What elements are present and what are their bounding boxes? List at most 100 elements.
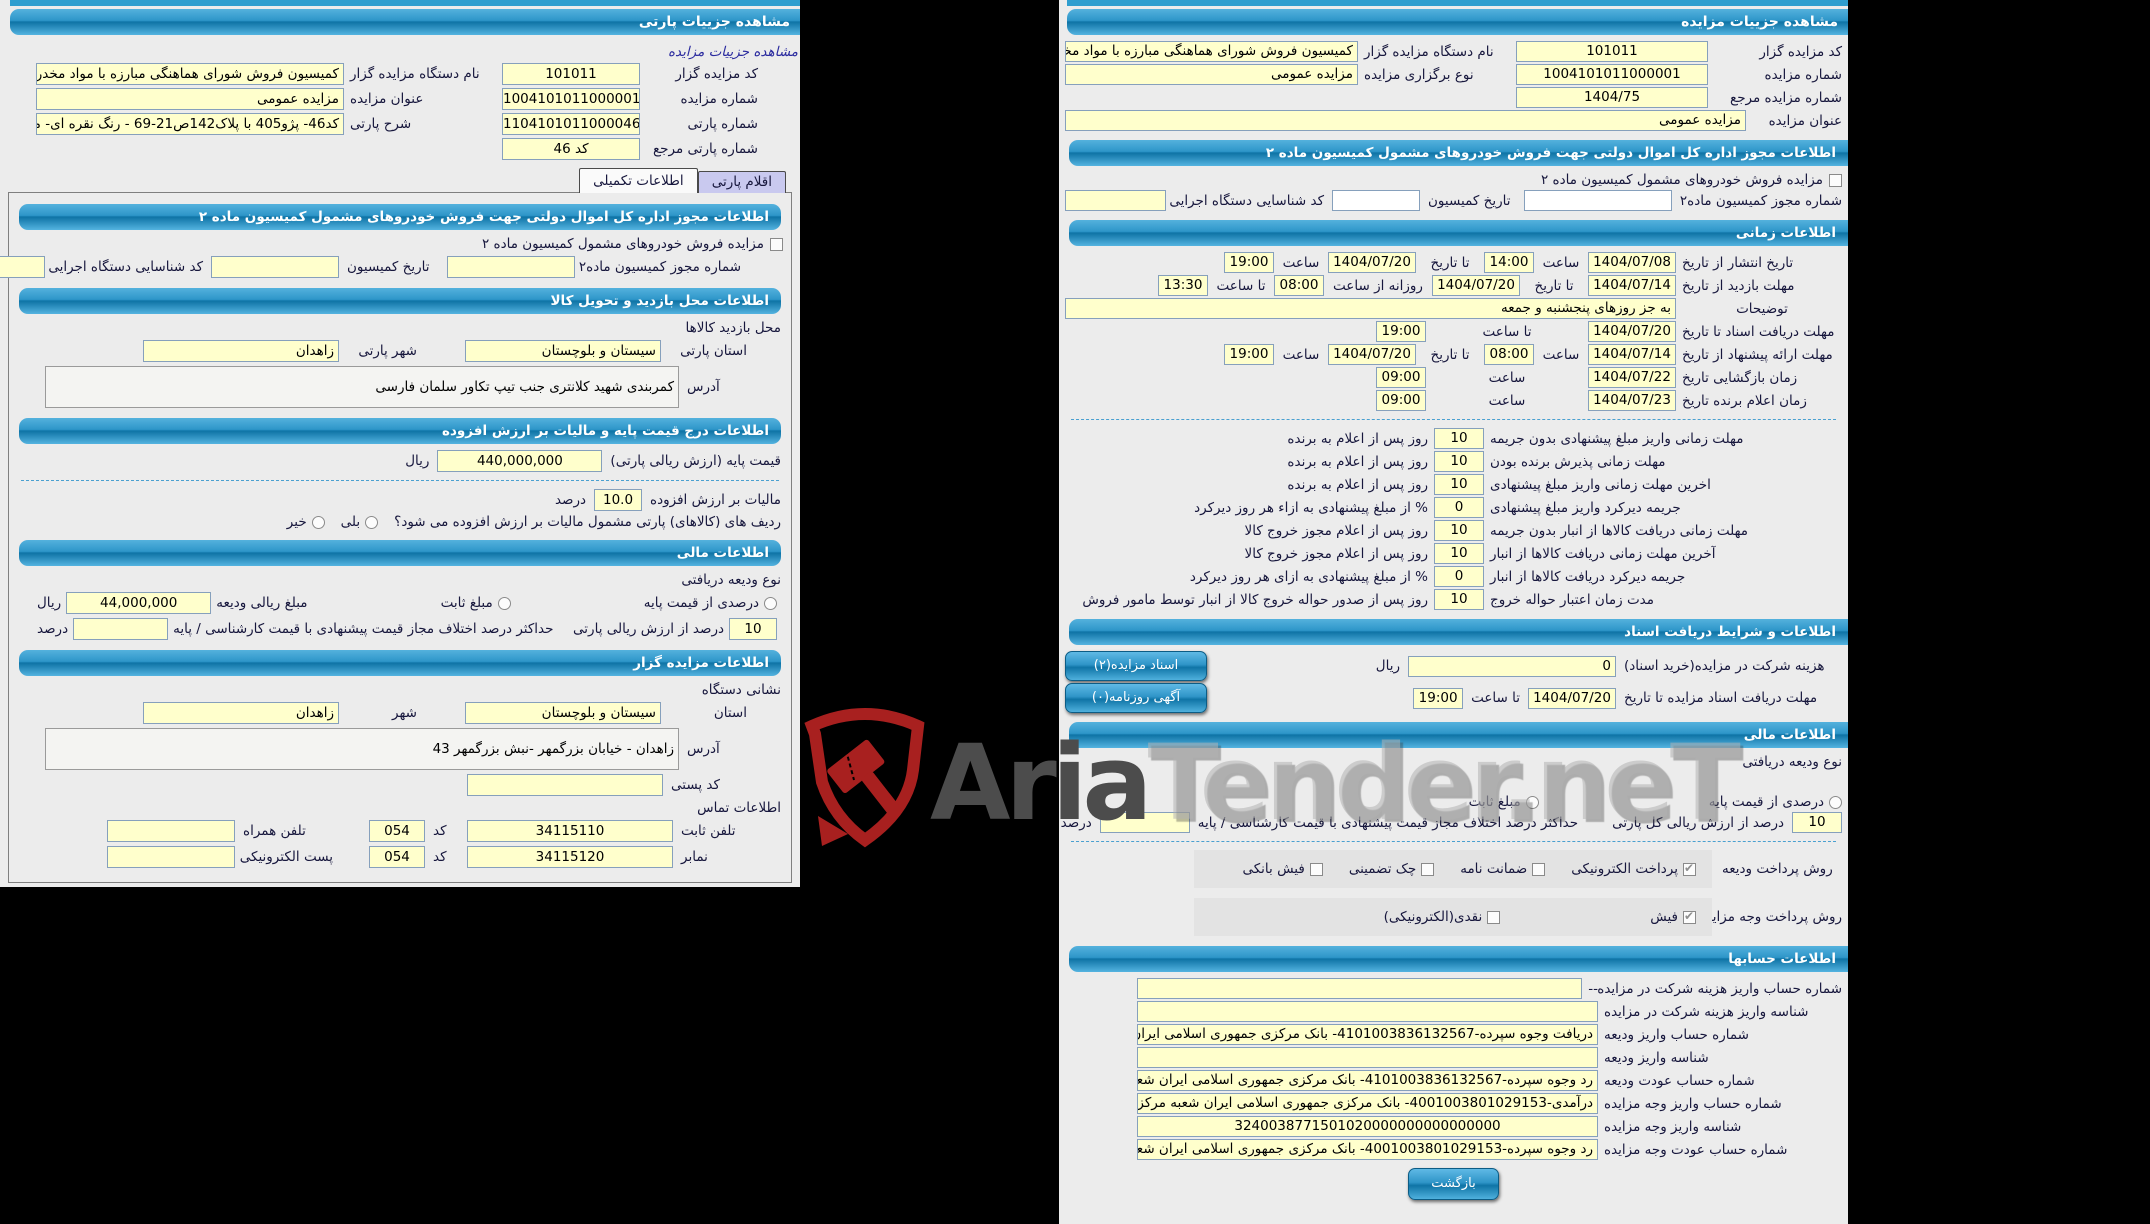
electronic-payment-checkbox[interactable] xyxy=(1683,861,1696,876)
publish-to-date[interactable]: 1404/07/20 xyxy=(1328,252,1416,273)
auction-no-field[interactable]: 1004101011000001 xyxy=(1516,64,1708,85)
party-no-field[interactable]: 1104101011000046 xyxy=(502,113,640,135)
deposit-pct-radio[interactable] xyxy=(764,596,777,610)
winner-time[interactable]: 09:00 xyxy=(1376,390,1426,411)
notes-field[interactable]: به جز روزهای پنجشنبه و جمعه xyxy=(1065,298,1676,319)
account-field[interactable]: درآمدی-4001003801029153- بانک مرکزی جمهو… xyxy=(1137,1093,1598,1114)
guarantee-letter-checkbox[interactable] xyxy=(1532,862,1546,876)
commission-date-field[interactable] xyxy=(1332,190,1420,211)
account-field[interactable]: رد وجوه سپرده-4101003836132567- بانک مرک… xyxy=(1137,1070,1598,1091)
base-price-field[interactable]: 440,000,000 xyxy=(437,450,603,472)
publish-to-time[interactable]: 19:00 xyxy=(1224,252,1274,273)
auction-title-field[interactable]: مزایده عمومی xyxy=(36,88,344,110)
org-address-field[interactable]: زاهدان - خیابان بزرگمهر -نبش بزرگمهر 43 xyxy=(45,728,679,770)
slip-checkbox[interactable] xyxy=(1683,909,1696,924)
deposit-fixed-label: مبلغ ثابت xyxy=(1468,794,1521,810)
fax-field[interactable]: 34115120 xyxy=(467,846,673,868)
exec-id-field[interactable] xyxy=(0,256,45,278)
visit-to-time[interactable]: 13:30 xyxy=(1158,275,1208,296)
bidder-code-field[interactable]: 101011 xyxy=(1516,41,1708,62)
auction-ref-field[interactable]: 1404/75 xyxy=(1516,87,1708,108)
visit-to-date[interactable]: 1404/07/20 xyxy=(1432,275,1520,296)
tab-party-items[interactable]: اقلام پارتی xyxy=(697,171,786,193)
winner-date[interactable]: 1404/07/23 xyxy=(1588,390,1676,411)
max-diff-field[interactable] xyxy=(73,618,169,640)
cash-electronic-checkbox[interactable] xyxy=(1487,910,1501,924)
account-field[interactable]: رد وجوه سپرده-4001003801029153- بانک مرک… xyxy=(1137,1139,1598,1160)
org-city-field[interactable]: زاهدان xyxy=(143,702,339,724)
email-field[interactable] xyxy=(107,846,235,868)
org-name-field[interactable]: کمیسیون فروش شورای هماهنگی مبارزه با موا… xyxy=(1065,41,1358,62)
deadline-value[interactable]: 10 xyxy=(1434,543,1484,564)
deposit-fixed-radio[interactable] xyxy=(497,596,511,610)
docs-deadline-time[interactable]: 19:00 xyxy=(1376,321,1426,342)
offer-to-date[interactable]: 1404/07/20 xyxy=(1328,344,1416,365)
account-field[interactable]: 3240038771501020000000000000000 xyxy=(1137,1116,1598,1137)
docs-deadline-date[interactable]: 1404/07/20 xyxy=(1588,321,1676,342)
phone-field[interactable]: 34115110 xyxy=(467,820,673,842)
account-field[interactable] xyxy=(1137,978,1583,999)
visit-address-field[interactable]: کمربندی شهید کلانتری جنب تیپ تکاور سلمان… xyxy=(45,366,679,408)
party-ref-field[interactable]: کد 46 xyxy=(502,138,640,160)
visit-from-time[interactable]: 08:00 xyxy=(1274,275,1324,296)
offer-to-time[interactable]: 19:00 xyxy=(1224,344,1274,365)
phone-code-field[interactable]: 054 xyxy=(369,820,425,842)
fax-code-field[interactable]: 054 xyxy=(369,846,425,868)
deadline-value[interactable]: 10 xyxy=(1434,474,1484,495)
account-field[interactable] xyxy=(1137,1047,1598,1068)
publish-from-date[interactable]: 1404/07/08 xyxy=(1588,252,1676,273)
org-name-field[interactable]: کمیسیون فروش شورای هماهنگی مبارزه با موا… xyxy=(36,63,344,85)
deadline-value[interactable]: 10 xyxy=(1434,589,1484,610)
publish-from-time[interactable]: 14:00 xyxy=(1484,252,1534,273)
docs-until-time[interactable]: 19:00 xyxy=(1413,687,1464,709)
article2-checkbox[interactable] xyxy=(770,237,783,251)
vat-yes-radio[interactable] xyxy=(365,515,379,529)
org-province-field[interactable]: سیستان و بلوچستان xyxy=(465,702,661,724)
tab-additional-info[interactable]: اطلاعات تکمیلی xyxy=(579,168,698,193)
deadline-value[interactable]: 10 xyxy=(1434,428,1484,449)
auction-no-field[interactable]: 1004101011000001 xyxy=(502,88,640,110)
permit-no-field[interactable] xyxy=(447,256,575,278)
deadline-value[interactable]: 10 xyxy=(1434,520,1484,541)
deposit-percent-field[interactable]: 10 xyxy=(729,618,777,640)
vat-field[interactable]: 10.0 xyxy=(594,489,643,511)
offer-from-date[interactable]: 1404/07/14 xyxy=(1588,344,1676,365)
deadline-value[interactable]: 0 xyxy=(1434,497,1484,518)
party-desc-field[interactable]: کد46- پژو405 با پلاک142ص21-69 - رنگ نقره… xyxy=(36,113,344,135)
permit-no-field[interactable] xyxy=(1524,190,1672,211)
opening-date[interactable]: 1404/07/22 xyxy=(1588,367,1676,388)
max-diff-field[interactable] xyxy=(1099,812,1190,833)
party-province-field[interactable]: سیستان و بلوچستان xyxy=(465,340,661,362)
deadline-value[interactable]: 10 xyxy=(1434,451,1484,472)
auction-documents-button[interactable]: اسناد مزایده(۲) xyxy=(1065,651,1207,681)
deposit-percent-field[interactable]: 10 xyxy=(1792,812,1842,833)
back-button[interactable]: بازگشت xyxy=(1408,1168,1499,1200)
postal-code-field[interactable] xyxy=(467,774,663,796)
party-city-field[interactable]: زاهدان xyxy=(143,340,339,362)
deposit-fixed-radio[interactable] xyxy=(1525,795,1539,809)
vat-no-radio[interactable] xyxy=(311,515,325,529)
exec-id-field[interactable] xyxy=(1065,190,1166,211)
newspaper-ad-button[interactable]: آگهی روزنامه(۰) xyxy=(1065,683,1207,713)
deadline-value[interactable]: 0 xyxy=(1434,566,1484,587)
visit-from-date[interactable]: 1404/07/14 xyxy=(1588,275,1676,296)
offer-from-time[interactable]: 08:00 xyxy=(1484,344,1534,365)
deposit-pct-radio[interactable] xyxy=(1829,795,1842,809)
bank-slip-checkbox[interactable] xyxy=(1309,862,1323,876)
bidder-code-field[interactable]: 101011 xyxy=(502,63,640,85)
article2-checkbox[interactable] xyxy=(1829,173,1842,187)
account-field[interactable]: دریافت وجوه سپرده-4101003836132567- بانک… xyxy=(1137,1024,1598,1045)
opening-time[interactable]: 09:00 xyxy=(1376,367,1426,388)
account-field[interactable] xyxy=(1137,1001,1598,1022)
docs-until-date[interactable]: 1404/07/20 xyxy=(1528,687,1616,709)
auction-panel-title: مشاهده جزییات مزایده xyxy=(1067,9,1848,35)
auction-type-field[interactable]: مزایده عمومی xyxy=(1065,64,1358,85)
view-auction-details-link[interactable]: مشاهده جزییات مزایده xyxy=(667,44,798,60)
fee-field[interactable]: 0 xyxy=(1408,655,1616,677)
commission-date-field[interactable] xyxy=(211,256,339,278)
guaranteed-check-checkbox[interactable] xyxy=(1421,862,1435,876)
auction-title-field[interactable]: مزایده عمومی xyxy=(1065,110,1746,131)
mobile-field[interactable] xyxy=(107,820,235,842)
deposit-amount-field[interactable]: 44,000,000 xyxy=(66,592,212,614)
payment-method-band: فیش نقدی(الکترونیکی) xyxy=(1194,898,1712,936)
